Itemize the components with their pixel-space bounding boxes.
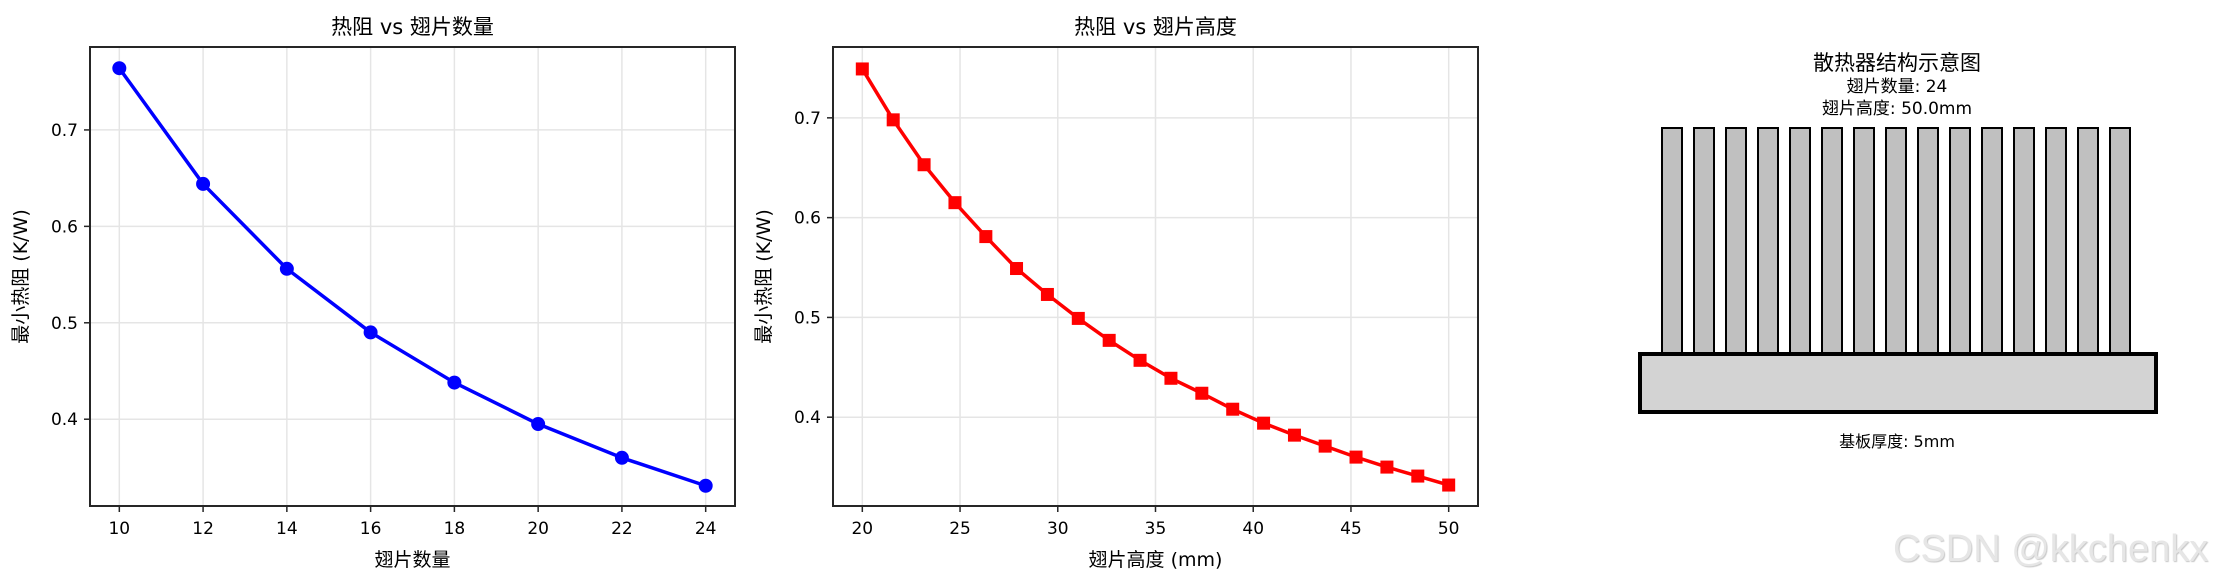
y-tick-label: 0.5 <box>51 314 78 334</box>
axes-frame <box>89 46 736 507</box>
data-point-marker <box>1040 287 1054 301</box>
x-tick-label: 40 <box>1242 519 1264 539</box>
fin <box>1981 127 2003 355</box>
data-point-marker <box>1133 353 1147 367</box>
y-tick-label: 0.4 <box>51 410 78 430</box>
x-axis-label: 翅片数量 <box>374 549 450 571</box>
y-tick-label: 0.7 <box>794 109 821 129</box>
data-point-marker <box>1318 439 1332 453</box>
chart-1: 10 12 14 16 18 20 22 24 0.4 0.5 0.6 0.7 热阻 vs 翅片数量翅片… <box>10 15 736 571</box>
fin <box>2109 127 2131 355</box>
data-point-marker <box>1442 478 1456 492</box>
data-point-marker <box>948 196 962 210</box>
data-point-marker <box>1287 428 1301 442</box>
data-point-marker <box>917 158 931 172</box>
x-tick-label: 24 <box>695 519 717 539</box>
data-point-marker <box>1164 371 1178 385</box>
x-tick-label: 50 <box>1438 519 1460 539</box>
data-point-marker <box>363 325 378 340</box>
x-tick-label: 25 <box>949 519 971 539</box>
data-point-marker <box>979 230 993 244</box>
data-point-marker <box>698 478 713 493</box>
fin <box>1949 127 1971 355</box>
y-tick-label: 0.6 <box>794 209 821 229</box>
fin <box>1821 127 1843 355</box>
x-tick-label: 20 <box>851 519 873 539</box>
diagram-title: 散热器结构示意图 <box>1813 51 1981 75</box>
fin <box>1885 127 1907 355</box>
chart-title: 热阻 vs 翅片数量 <box>331 15 494 39</box>
data-point-marker <box>1195 386 1209 400</box>
data-point-marker <box>614 450 629 465</box>
fin <box>1917 127 1939 355</box>
x-tick-label: 14 <box>276 519 298 539</box>
data-point-marker <box>1102 333 1116 347</box>
data-line <box>117 67 707 488</box>
base-thickness-label: 基板厚度: 5mm <box>1839 432 1955 451</box>
fin <box>1789 127 1811 355</box>
data-point-marker <box>886 113 900 127</box>
fin <box>1725 127 1747 355</box>
data-point-marker <box>1349 450 1363 464</box>
data-point-marker <box>112 61 127 76</box>
fin <box>1693 127 1715 355</box>
diagram-subtitle: 翅片数量: 24 <box>1847 77 1948 97</box>
fin <box>2077 127 2099 355</box>
y-tick-label: 0.4 <box>794 408 821 428</box>
data-point-marker <box>1411 469 1425 483</box>
x-tick-label: 16 <box>360 519 382 539</box>
y-tick-label: 0.6 <box>51 217 78 237</box>
data-point-marker <box>1257 416 1271 430</box>
x-tick-label: 18 <box>444 519 466 539</box>
y-axis-label: 最小热阻 (K/W) <box>753 209 775 344</box>
base-plate <box>1638 352 2158 414</box>
x-tick-label: 35 <box>1145 519 1167 539</box>
fin <box>1757 127 1779 355</box>
fin <box>2045 127 2067 355</box>
data-point-marker <box>1010 262 1024 276</box>
data-point-marker <box>855 62 869 76</box>
chart-title: 热阻 vs 翅片高度 <box>1074 15 1237 39</box>
y-tick-label: 0.7 <box>51 121 78 141</box>
fin <box>2013 127 2035 355</box>
data-point-marker <box>1071 311 1085 325</box>
x-tick-label: 22 <box>611 519 633 539</box>
x-tick-label: 20 <box>527 519 549 539</box>
data-point-marker <box>1380 460 1394 474</box>
data-point-marker <box>279 261 294 276</box>
data-point-marker <box>196 176 211 191</box>
x-tick-label: 45 <box>1340 519 1362 539</box>
x-tick-label: 12 <box>192 519 214 539</box>
data-point-marker <box>447 375 462 390</box>
x-tick-label: 30 <box>1047 519 1069 539</box>
fin <box>1661 127 1683 355</box>
diagram-subtitle: 翅片高度: 50.0mm <box>1822 99 1972 119</box>
x-tick-label: 10 <box>108 519 130 539</box>
y-tick-label: 0.5 <box>794 308 821 328</box>
chart-2: 20 25 30 35 40 45 50 0.4 0.5 0.6 0.7 热阻 vs 翅片高度翅片高度… <box>753 15 1479 571</box>
watermark: CSDN @kkchenkx <box>1893 528 2209 570</box>
x-axis-label: 翅片高度 (mm) <box>1089 549 1223 571</box>
data-point-marker <box>1226 402 1240 416</box>
fin <box>1853 127 1875 355</box>
data-point-marker <box>531 417 546 432</box>
y-axis-label: 最小热阻 (K/W) <box>10 209 32 344</box>
